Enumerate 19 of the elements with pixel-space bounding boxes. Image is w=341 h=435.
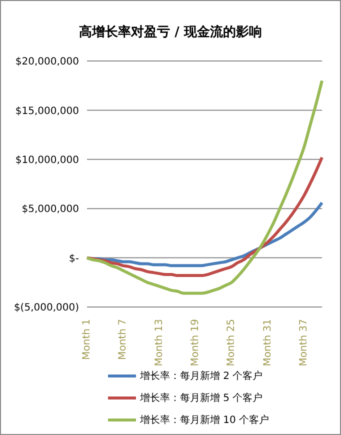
legend-label: 增长率：每月新增 5 个客户 [140, 392, 263, 405]
x-tick-label: Month 7 [118, 319, 129, 360]
y-tick-label: $10,000,000 [15, 154, 79, 166]
x-tick-label: Month 1 [82, 319, 92, 360]
chart-title: 高增长率对盈亏 / 现金流的影响 [78, 24, 263, 42]
y-tick-label: $(5,000,000) [14, 302, 80, 314]
x-tick-label: Month 37 [298, 319, 310, 366]
y-tick-label: $15,000,000 [15, 106, 79, 117]
y-tick-label: $5,000,000 [22, 204, 79, 216]
legend-label: 增长率：每月新增 2 个客户 [140, 370, 263, 383]
y-tick-label: $20,000,000 [15, 56, 79, 68]
legend-label: 增长率：每月新增 10 个客户 [140, 414, 270, 427]
line-series [86, 79, 324, 295]
line-series [86, 156, 324, 278]
x-tick-label: Month 19 [190, 319, 201, 366]
x-tick-label: Month 31 [262, 319, 274, 366]
x-tick-label: Month 13 [154, 319, 165, 366]
x-tick-label: Month 25 [226, 319, 238, 366]
y-tick-label: $- [69, 253, 80, 264]
